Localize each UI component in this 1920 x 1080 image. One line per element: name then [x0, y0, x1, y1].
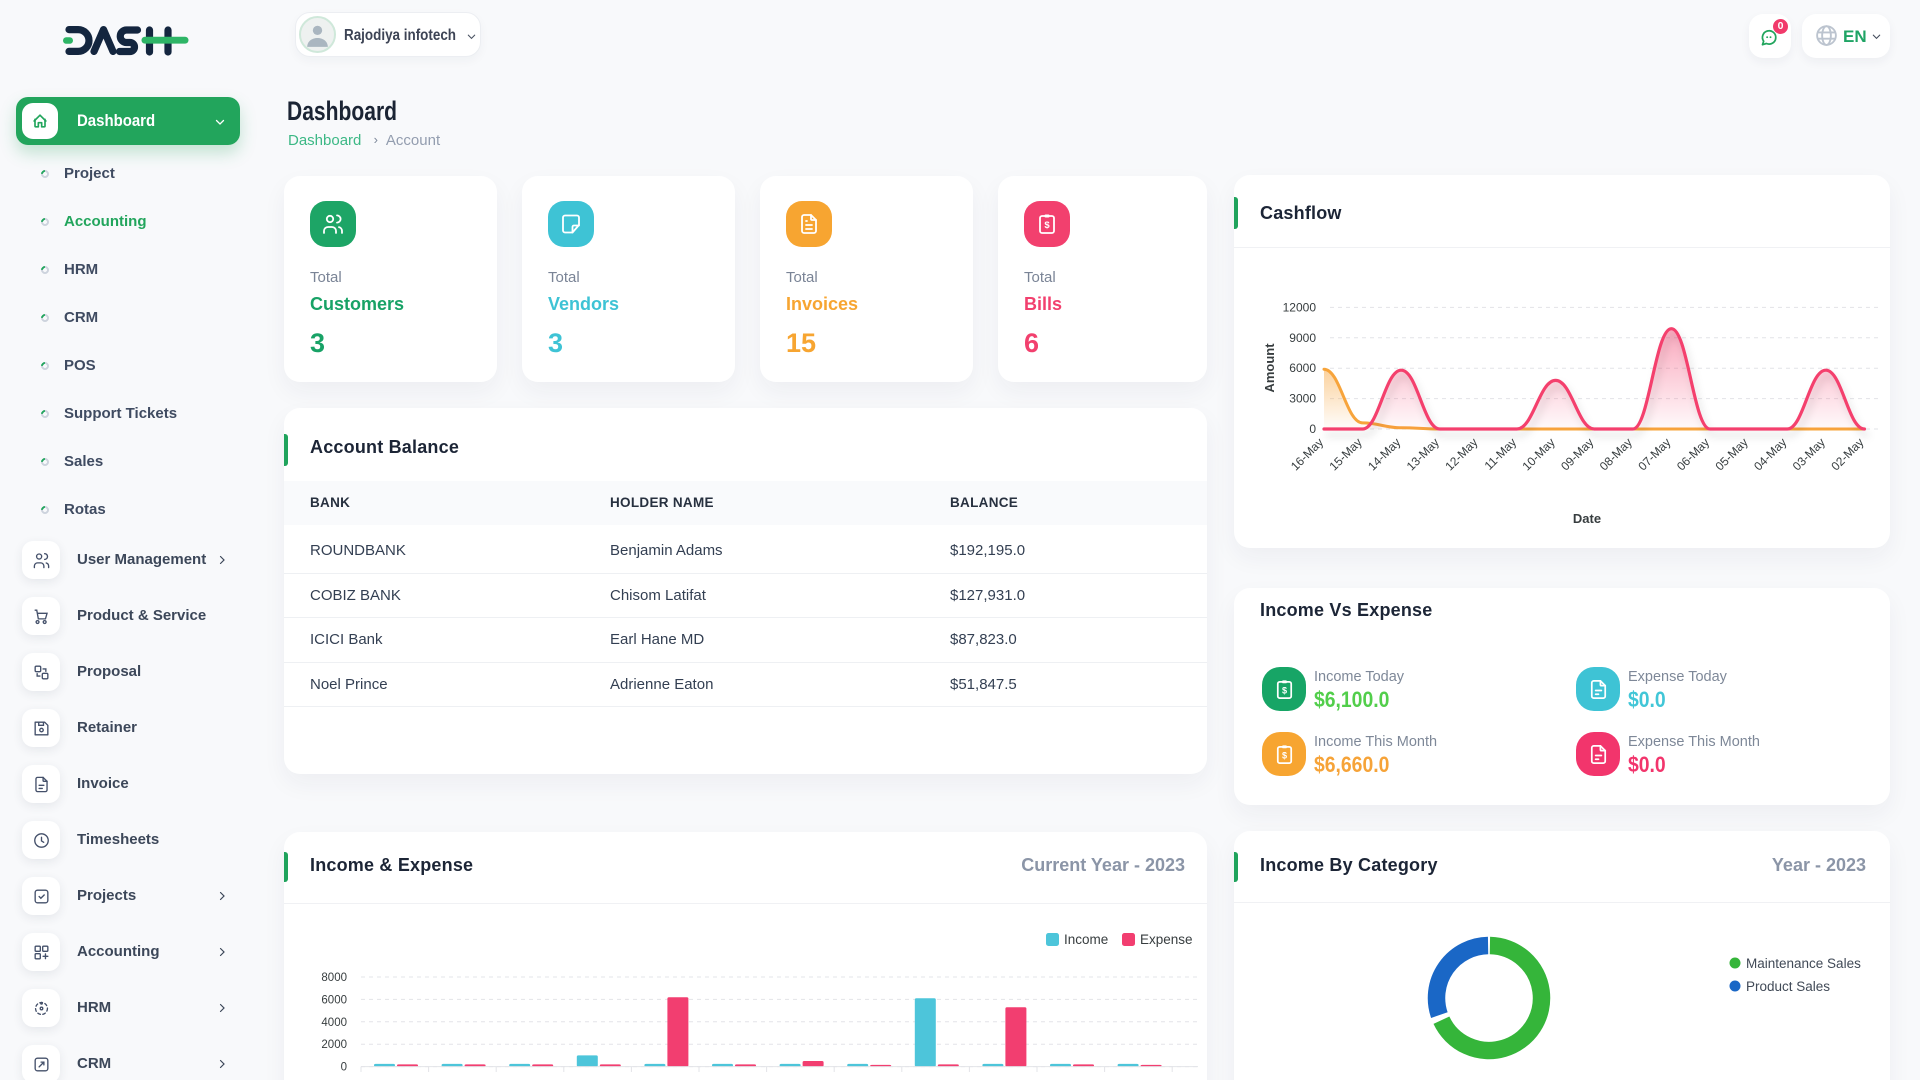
svg-text:06-May: 06-May	[1674, 435, 1712, 473]
svg-text:10-May: 10-May	[1520, 435, 1558, 473]
svg-text:4000: 4000	[321, 1017, 347, 1029]
svg-text:02-May: 02-May	[1828, 435, 1866, 473]
svg-text:Maintenance Sales: Maintenance Sales	[1746, 956, 1861, 971]
svg-text:07-May: 07-May	[1635, 435, 1673, 473]
svg-text:$: $	[1281, 685, 1286, 695]
svg-text:03-May: 03-May	[1790, 435, 1828, 473]
svg-text:3000: 3000	[1289, 392, 1316, 406]
svg-text:13-May: 13-May	[1404, 435, 1442, 473]
svg-text:12-May: 12-May	[1442, 435, 1480, 473]
svg-text:09-May: 09-May	[1558, 435, 1596, 473]
svg-text:2000: 2000	[321, 1039, 347, 1051]
svg-text:12000: 12000	[1283, 300, 1317, 314]
svg-text:0: 0	[341, 1062, 347, 1074]
svg-text:$: $	[1281, 750, 1286, 760]
svg-text:6000: 6000	[321, 994, 347, 1006]
svg-text:Expense: Expense	[1140, 932, 1193, 947]
svg-text:15-May: 15-May	[1327, 435, 1365, 473]
svg-text:6000: 6000	[1289, 361, 1316, 375]
svg-text:05-May: 05-May	[1713, 435, 1751, 473]
svg-text:9000: 9000	[1289, 331, 1316, 345]
svg-text:$: $	[1044, 220, 1050, 231]
svg-text:Income: Income	[1064, 932, 1108, 947]
svg-text:04-May: 04-May	[1751, 435, 1789, 473]
svg-text:Product Sales: Product Sales	[1746, 979, 1830, 994]
svg-text:16-May: 16-May	[1288, 435, 1326, 473]
svg-text:Date: Date	[1573, 511, 1601, 526]
svg-text:08-May: 08-May	[1597, 435, 1635, 473]
svg-text:14-May: 14-May	[1365, 435, 1403, 473]
svg-text:Amount: Amount	[1262, 343, 1277, 393]
svg-text:8000: 8000	[321, 972, 347, 984]
svg-text:11-May: 11-May	[1482, 435, 1520, 473]
svg-text:0: 0	[1309, 422, 1316, 436]
